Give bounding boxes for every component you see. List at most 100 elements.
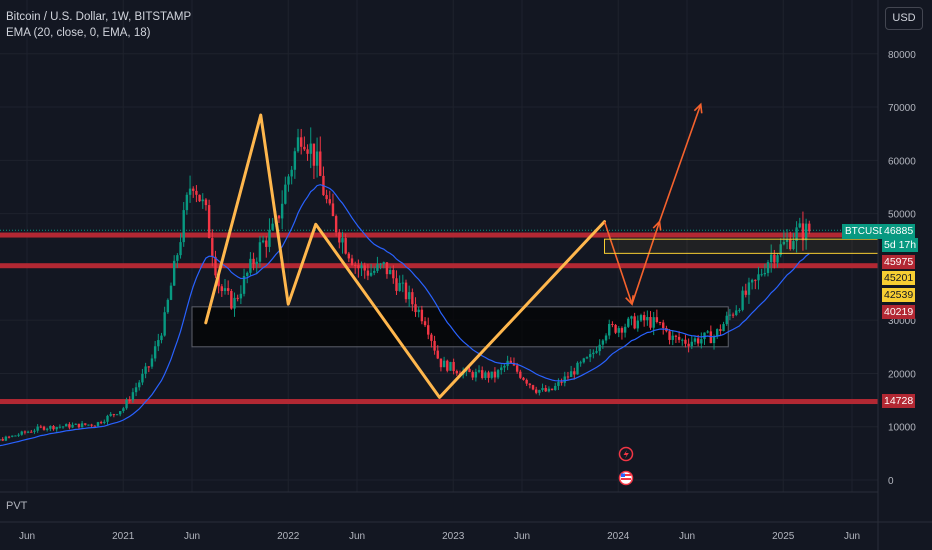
candle-body [242,275,246,294]
candle-body [719,329,722,332]
candle-body [668,331,671,340]
candle-body [449,361,452,371]
candle-body [769,254,773,263]
candle-body [131,392,135,401]
price-axis[interactable]: 80000 70000 60000 50000 30000 20000 10000 0 [888,50,916,487]
candle-body [49,426,52,429]
candle-body [14,435,17,437]
candle-body [74,423,77,425]
candle-body [754,279,757,281]
candle-body [42,426,46,430]
candle-body [33,430,36,432]
flash-event-glyph [623,450,629,459]
candle-body [420,309,424,322]
candle-body [1,439,4,441]
candle-body [579,362,582,364]
candle-body [417,309,420,313]
candle-body [750,279,754,283]
candle-body [481,370,484,378]
candle-body [338,232,341,243]
candle-body [411,292,414,305]
resistance-level-band[interactable] [0,232,878,238]
candle-body [30,431,33,433]
candle-body [595,351,598,353]
candle-body [373,270,376,273]
candle-body [601,340,605,345]
candle-body [214,256,217,276]
candle-body [795,227,798,242]
candle-body [433,340,436,351]
candle-body [296,137,300,152]
candle-body [512,363,516,366]
horizontal-levels [0,229,878,405]
candle-body [20,431,23,435]
candle-body [496,370,500,378]
candle-body [404,282,408,300]
candle-body [588,354,592,358]
candle-body [58,426,62,428]
candle-body [401,282,405,284]
candle-body [652,317,655,328]
projection-arrowhead [693,102,703,114]
candle-body [134,387,138,393]
candle-body [808,223,811,232]
time-axis[interactable]: Jun 2021 Jun 2022 Jun 2023 Jun 2024 Jun 2025 Jun [19,531,860,542]
time-tick-label: 2025 [772,531,795,542]
candle-body [573,371,576,375]
price-tick-label: 20000 [888,369,916,380]
candle-body [671,335,674,340]
candle-body [195,190,198,195]
candle-body [455,371,459,374]
pvt-indicator-label[interactable]: PVT [6,500,28,512]
candle-body [353,264,357,266]
candle-body [534,389,538,393]
currency-button[interactable]: USD [885,7,923,30]
candle-body [125,399,128,409]
resistance-level-band[interactable] [0,399,878,405]
candle-body [627,318,630,327]
candle-body [703,332,706,340]
candle-body [566,376,570,378]
candle-body [109,414,112,416]
candle-body [388,269,392,275]
candle-body [684,339,687,344]
price-tick-label: 30000 [888,316,916,327]
candle-body [649,317,652,328]
candle-body [233,297,236,309]
chart-legend: Bitcoin / U.S. Dollar, 1W, BITSTAMP EMA … [6,9,191,41]
candle-body [693,338,697,342]
candle-body [331,203,335,217]
symbol-title[interactable]: Bitcoin / U.S. Dollar, 1W, BITSTAMP [6,11,192,23]
candle-body [690,341,693,347]
candle-body [611,324,614,326]
candle-body [36,426,39,431]
candle-body [341,238,344,243]
price-tick-label: 70000 [888,103,916,114]
candle-body [236,297,239,299]
candle-body [182,210,185,243]
candle-body [608,324,611,336]
candle-body [766,262,770,273]
candle-body [363,265,366,271]
candle-body [773,254,776,263]
time-tick-label: 2022 [277,531,300,542]
candle-body [792,241,795,250]
candle-body [230,290,233,309]
candle-body [728,314,732,316]
candle-body [407,292,411,300]
flag-stripe [621,478,631,480]
candle-body [312,143,316,166]
candle-body [26,431,30,433]
price-tick-label: 80000 [888,50,916,61]
ema-indicator-label[interactable]: EMA (20, close, 0, EMA, 18) [6,27,151,39]
candle-body [23,431,27,433]
projection-segment [603,221,633,305]
resistance-level-band[interactable] [0,263,878,269]
candle-body [201,199,204,202]
candle-body [163,312,166,336]
candle-body [398,282,401,291]
candle-body [519,371,522,378]
level-tag-14728: 14728 [882,394,916,408]
candle-body [414,304,417,313]
